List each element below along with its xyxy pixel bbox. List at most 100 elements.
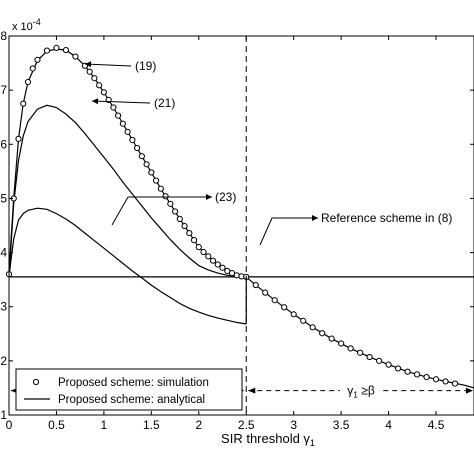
simulation-marker [62,46,70,54]
simulation-marker [15,135,22,142]
series-line-1 [8,104,247,278]
y-tick-label: 3 [0,300,7,314]
x-tick-label: 0.5 [48,418,65,432]
simulation-marker [138,153,145,160]
simulation-marker [20,100,27,107]
simulation-marker [200,248,207,256]
simulation-marker [162,193,169,200]
label-21: (21) [154,96,175,110]
x-tick-label: 2.5 [238,418,255,432]
simulation-marker [86,68,93,75]
simulation-marker [190,237,198,244]
simulation-marker [423,374,430,381]
simulation-marker [152,177,160,184]
y-exponent-label: x 10-4 [12,17,41,33]
simulation-marker [53,44,60,52]
x-tick-label: 0 [6,418,13,432]
label-23: (23) [215,190,236,204]
y-tick-label: 8 [0,29,7,43]
label-19: (19) [135,59,156,73]
simulation-marker [148,169,155,176]
simulation-marker [442,378,449,385]
y-tick-label: 5 [0,191,7,205]
simulation-marker [451,380,459,387]
simulation-marker [96,82,103,89]
simulation-marker [300,317,307,324]
simulation-marker [271,297,278,304]
x-tick-label: 3 [290,418,297,432]
simulation-marker [29,65,36,72]
simulation-marker [100,89,107,96]
plot-frame [8,35,474,416]
simulation-marker [171,208,179,215]
legend [15,368,243,411]
simulation-marker [110,104,117,111]
arrow-19 [84,63,132,67]
simulation-marker [404,368,411,375]
legend-entry-simulation: Proposed scheme: simulation [58,377,209,389]
legend-marker-simulation [32,378,40,386]
simulation-marker [385,361,392,368]
simulation-marker [43,47,51,54]
arrow-19-head [85,61,92,68]
simulation-marker [413,371,421,378]
simulation-marker [357,349,364,356]
arrow-23-head [206,194,212,200]
region-right-label-bg [340,380,382,397]
simulation-marker [91,75,98,82]
simulation-marker [319,330,326,337]
simulation-marker [167,200,174,207]
simulation-marker [209,257,217,264]
region-right-arrowhead-left [248,387,256,394]
plot-area [5,44,474,389]
x-tick-label: 1.5 [143,418,160,432]
simulation-marker [366,353,373,361]
simulation-marker [219,264,226,271]
region-right-arrowhead-right [466,387,473,394]
simulation-marker [205,253,212,260]
y-tick-label: 4 [0,246,7,260]
simulation-marker [376,357,383,364]
simulation-marker [328,335,335,342]
simulation-marker [394,365,402,372]
simulation-marker [290,311,297,318]
leader-ref-b [259,217,273,246]
simulation-marker [176,215,183,223]
region-right-label: γ1 ≥β [347,384,375,400]
arrow-ref-head [312,215,318,221]
series-line-2 [8,207,247,325]
simulation-marker [181,222,188,230]
arrow-21-head [92,98,99,105]
label-reference: Reference scheme in (8) [321,211,452,225]
simulation-marker [432,376,440,383]
simulation-marker [309,324,316,331]
simulation-marker [214,261,221,268]
simulation-marker [157,185,164,192]
arrow-21 [91,100,151,104]
simulation-marker [186,229,193,237]
y-tick-label: 7 [0,83,7,97]
y-tick-label: 2 [0,354,7,368]
leader-23-b [111,196,129,226]
simulation-marker [34,56,41,63]
simulation-marker [252,281,259,289]
x-tick-label: 4 [385,418,392,432]
simulation-marker [24,78,32,86]
simulation-marker [134,144,141,152]
x-tick-label: 3.5 [333,418,350,432]
simulation-marker [72,53,79,60]
simulation-marker [347,345,354,352]
x-tick-label: 4.5 [428,418,445,432]
simulation-marker [338,340,345,347]
legend-entry-analytical: Proposed scheme: analytical [58,394,205,406]
x-tick-label: 1 [101,418,108,432]
simulation-marker [119,120,126,127]
simulation-marker [129,136,136,144]
simulation-marker [143,161,150,168]
y-tick-label: 1 [0,408,7,422]
x-tick-label: 2 [195,418,202,432]
simulation-marker [124,128,131,135]
simulation-marker [281,304,288,311]
simulation-marker [195,244,202,251]
